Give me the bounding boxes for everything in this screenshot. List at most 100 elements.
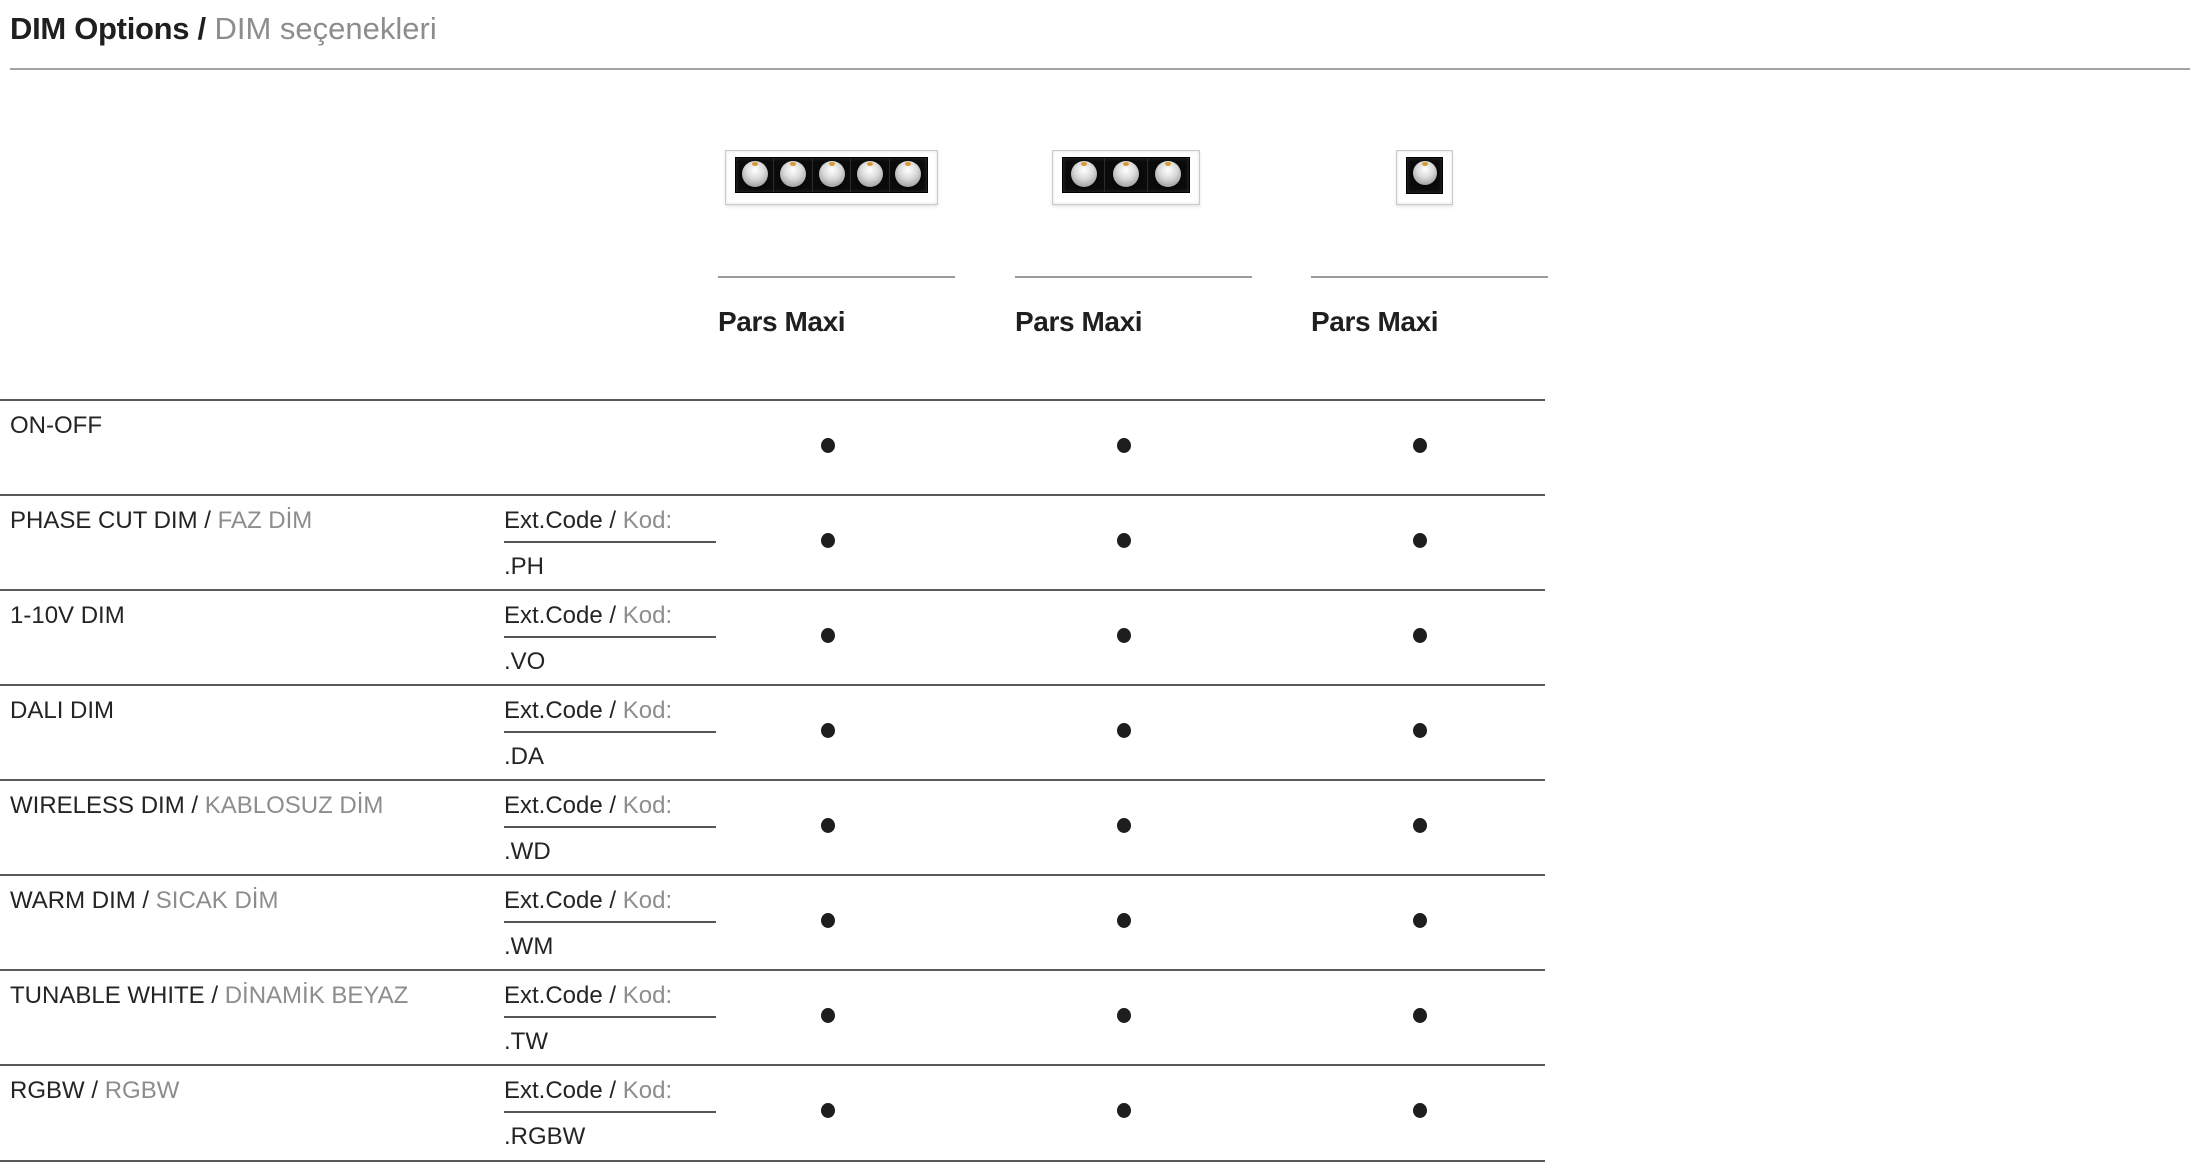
row-label: ON-OFF <box>10 412 102 440</box>
support-dot <box>821 818 835 833</box>
table-row-warm-dim: WARM DIM / SICAK DİM Ext.Code / Kod: .WM <box>0 874 1545 969</box>
ext-code-label: Ext.Code / Kod: <box>504 887 672 915</box>
support-dot <box>1117 1008 1131 1023</box>
support-dot <box>1117 438 1131 453</box>
support-dot <box>1117 1103 1131 1118</box>
row-label-tr: SICAK DİM <box>155 887 279 914</box>
page-title-tr: DIM seçenekleri <box>214 11 437 46</box>
ext-code-label-tr: Kod: <box>622 697 673 724</box>
ext-code-label-tr: Kod: <box>622 1077 673 1104</box>
ext-code-label-en: Ext.Code / <box>504 697 617 724</box>
table-row-on-off: ON-OFF <box>0 399 1545 494</box>
support-dot <box>1413 438 1427 453</box>
support-dot <box>1413 1103 1427 1118</box>
row-label-separator: / <box>84 1077 105 1104</box>
support-dot <box>1413 533 1427 548</box>
led-module-icon <box>1063 158 1104 192</box>
page-title-en: DIM Options / <box>10 11 206 46</box>
page-title: DIM Options / DIM seçenekleri <box>10 12 437 46</box>
led-module-icon <box>1104 158 1146 192</box>
row-label: RGBW / RGBW <box>10 1077 179 1105</box>
ext-code-label: Ext.Code / Kod: <box>504 982 672 1010</box>
ext-code-value: .PH <box>504 553 545 580</box>
product-name: Pars Maxi <box>1015 306 1143 337</box>
support-dot <box>821 628 835 643</box>
ext-code-label: Ext.Code / Kod: <box>504 1077 672 1105</box>
row-label-en: RGBW <box>10 1077 85 1104</box>
row-label-en: WIRELESS DIM <box>10 792 185 819</box>
support-dot <box>821 533 835 548</box>
row-label-tr: KABLOSUZ DİM <box>204 792 384 819</box>
row-label-en: DALI DIM <box>10 697 115 724</box>
table-row-dali-dim: DALI DIM Ext.Code / Kod: .DA <box>0 684 1545 779</box>
support-dot <box>1117 818 1131 833</box>
title-divider <box>10 68 2190 70</box>
support-dot <box>1117 628 1131 643</box>
led-module-icon <box>736 158 773 192</box>
product-divider <box>1015 276 1252 278</box>
table-row-phase-cut-dim: PHASE CUT DIM / FAZ DİM Ext.Code / Kod: … <box>0 494 1545 589</box>
row-label-en: TUNABLE WHITE <box>10 982 205 1009</box>
support-dot <box>1413 723 1427 738</box>
ext-code-label: Ext.Code / Kod: <box>504 602 672 630</box>
table-row-rgbw: RGBW / RGBW Ext.Code / Kod: .RGBW <box>0 1064 1545 1160</box>
support-dot <box>1413 1008 1427 1023</box>
led-module-icon <box>811 158 850 192</box>
ext-code-label: Ext.Code / Kod: <box>504 507 672 535</box>
row-label-tr: DİNAMİK BEYAZ <box>224 982 409 1009</box>
support-dot <box>1117 723 1131 738</box>
support-dot <box>1413 818 1427 833</box>
support-dot <box>1117 533 1131 548</box>
ext-code-label-tr: Kod: <box>622 887 673 914</box>
row-label-en: 1-10V DIM <box>10 602 125 629</box>
ext-code-label-tr: Kod: <box>622 792 673 819</box>
ext-code-value: .TW <box>504 1028 548 1055</box>
ext-code-underline <box>504 1016 716 1018</box>
product-name: Pars Maxi <box>1311 306 1439 337</box>
support-dot <box>821 438 835 453</box>
ext-code-underline <box>504 826 716 828</box>
ext-code-label-tr: Kod: <box>622 982 673 1009</box>
support-dot <box>821 913 835 928</box>
table-row-wireless-dim: WIRELESS DIM / KABLOSUZ DİM Ext.Code / K… <box>0 779 1545 874</box>
ext-code-label-en: Ext.Code / <box>504 602 617 629</box>
row-label-separator: / <box>197 507 218 534</box>
ext-code-label-tr: Kod: <box>622 602 673 629</box>
row-label-tr: RGBW <box>104 1077 180 1104</box>
table-row-tunable-white: TUNABLE WHITE / DİNAMİK BEYAZ Ext.Code /… <box>0 969 1545 1064</box>
ext-code-label-tr: Kod: <box>622 507 673 534</box>
row-label-en: ON-OFF <box>10 412 102 439</box>
support-dot <box>821 723 835 738</box>
support-dot <box>821 1103 835 1118</box>
led-panel <box>735 157 928 193</box>
led-module-icon <box>888 158 927 192</box>
row-label-en: PHASE CUT DIM <box>10 507 198 534</box>
ext-code-underline <box>504 731 716 733</box>
support-dot <box>821 1008 835 1023</box>
product-divider <box>1311 276 1548 278</box>
row-label-separator: / <box>184 792 205 819</box>
ext-code-underline <box>504 1111 716 1113</box>
product-image-pars-maxi-1led <box>1396 150 1453 205</box>
led-module-icon <box>1407 158 1442 193</box>
ext-code-label: Ext.Code / Kod: <box>504 792 672 820</box>
row-label: WARM DIM / SICAK DİM <box>10 887 278 915</box>
support-dot <box>1117 913 1131 928</box>
product-image-pars-maxi-3led <box>1052 150 1200 205</box>
row-label: WIRELESS DIM / KABLOSUZ DİM <box>10 792 383 820</box>
led-panel <box>1406 157 1443 194</box>
product-image-pars-maxi-5led <box>725 150 938 205</box>
product-name: Pars Maxi <box>718 306 846 337</box>
ext-code-label-en: Ext.Code / <box>504 887 617 914</box>
led-panel <box>1062 157 1190 193</box>
ext-code-label-en: Ext.Code / <box>504 982 617 1009</box>
led-module-icon <box>773 158 811 192</box>
ext-code-underline <box>504 636 716 638</box>
ext-code-label-en: Ext.Code / <box>504 1077 617 1104</box>
table-row-1-10v-dim: 1-10V DIM Ext.Code / Kod: .VO <box>0 589 1545 684</box>
ext-code-underline <box>504 541 716 543</box>
support-dot <box>1413 913 1427 928</box>
ext-code-value: .DA <box>504 743 545 770</box>
support-dot <box>1413 628 1427 643</box>
